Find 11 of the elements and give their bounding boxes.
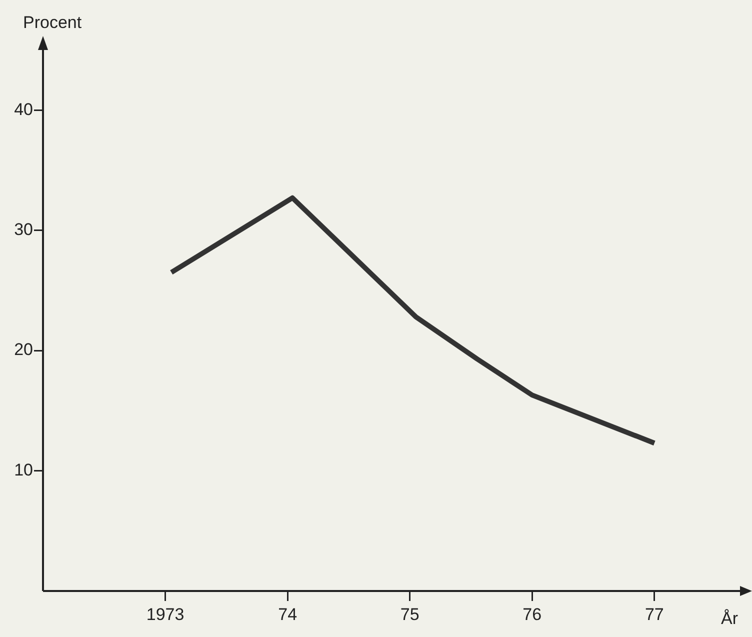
x-axis-title: År bbox=[721, 609, 738, 628]
y-tick-label: 30 bbox=[14, 220, 33, 240]
x-tick-label: 1973 bbox=[146, 604, 184, 624]
x-tick-label: 77 bbox=[644, 604, 664, 624]
y-tick-label: 40 bbox=[14, 100, 33, 119]
x-tick-label: 75 bbox=[400, 604, 420, 624]
y-tick-label: 20 bbox=[14, 340, 33, 360]
x-tick-label: 74 bbox=[278, 604, 298, 624]
y-tick-label: 10 bbox=[14, 460, 33, 480]
y-axis-title: Procent bbox=[23, 13, 82, 32]
x-tick-label: 76 bbox=[522, 604, 542, 624]
